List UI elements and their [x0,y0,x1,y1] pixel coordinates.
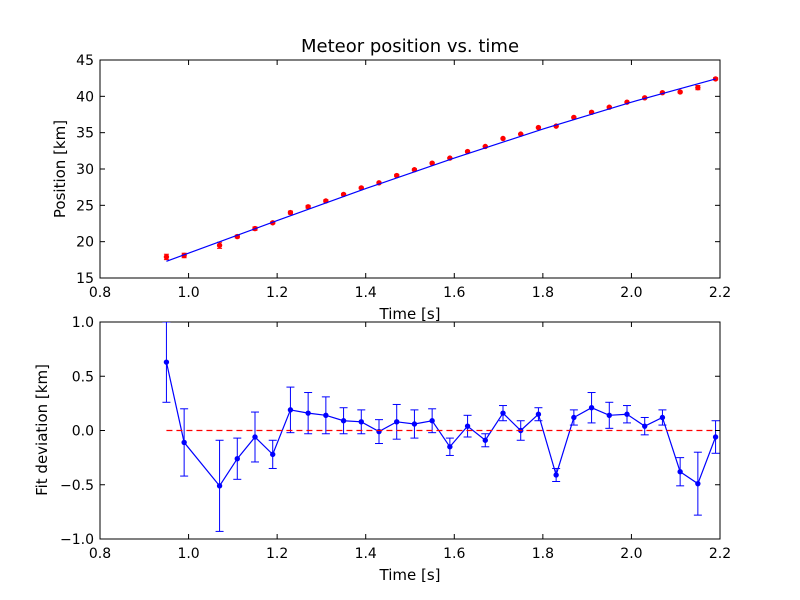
deviation-data-point [571,414,577,421]
deviation-y-tick-label: 1.0 [72,315,94,331]
position-x-tick-label: 1.0 [177,285,199,301]
deviation-data-point [234,456,240,462]
position-data-point [695,84,701,91]
deviation-data-point [464,423,471,429]
position-x-tick-label: 1.2 [266,285,288,301]
position-plot-area [163,76,719,262]
position-chart: Meteor position vs. time 0.8 1.0 1.2 1.4 1.6… [51,36,731,323]
deviation-data-point [429,418,435,424]
deviation-data-point [447,444,453,450]
deviation-data-point [181,439,187,446]
deviation-data-point [712,434,719,440]
deviation-x-tick-label: 1.2 [266,546,288,562]
position-x-tick-label: 1.8 [532,285,554,301]
deviation-data-point [606,412,612,419]
position-x-axis-label: Time [s] [379,305,441,323]
deviation-y-tick-label: 0.0 [72,424,94,440]
position-y-axis-label: Position [km] [51,120,69,218]
deviation-data-point [358,419,364,425]
deviation-y-tick-label: −0.5 [60,478,94,494]
deviation-x-tick-label: 1.8 [532,546,554,562]
deviation-y-tick-label: −1.0 [60,532,94,548]
deviation-y-tick-label: 0.5 [72,369,94,385]
position-plot-data [163,76,719,262]
deviation-data-point [500,410,506,416]
deviation-data-point [340,418,347,424]
deviation-x-tick-label: 1.6 [443,546,465,562]
position-y-tick-label: 45 [76,53,94,69]
deviation-data-point [642,423,648,429]
position-x-tick-label: 2.2 [709,285,731,301]
position-x-tick-label: 0.8 [89,285,111,301]
deviation-x-tick-label: 1.4 [355,546,377,562]
position-x-tick-label: 1.4 [355,285,377,301]
deviation-data-point [677,469,683,475]
deviation-data-point [394,419,400,425]
deviation-x-tick-label: 0.8 [89,546,111,562]
deviation-data-point [287,407,294,413]
position-y-tick-label: 40 [76,89,94,105]
deviation-y-axis-label: Fit deviation [km] [33,364,51,496]
deviation-data-point [624,411,630,417]
position-y-tick-label: 30 [76,162,94,178]
position-data-point [163,254,170,260]
position-y-tick-label: 15 [76,271,94,287]
position-axis-ticks: 0.8 1.0 1.2 1.4 1.6 1.8 2.0 2.2 15 20 25 30 35 40 45 [76,53,731,301]
deviation-data-point [535,411,542,417]
deviation-axis-ticks: 0.8 1.0 1.2 1.4 1.6 1.8 2.0 2.2 −1.0 −0.5 0.0 0.5 1.… [60,315,731,562]
position-data-point [216,242,223,249]
position-y-tick-label: 35 [76,126,94,142]
deviation-data-point [659,414,666,421]
position-data-point [535,124,542,131]
deviation-data-point [695,480,701,487]
deviation-data-point [588,405,595,411]
deviation-data-point [163,359,170,365]
position-chart-title: Meteor position vs. time [301,36,519,57]
deviation-plot-area [162,322,720,532]
deviation-x-tick-label: 1.0 [177,546,199,562]
deviation-x-tick-label: 2.0 [620,546,642,562]
deviation-plot-data [162,322,720,532]
position-data-point [677,89,683,95]
deviation-x-axis-label: Time [s] [379,566,441,584]
deviation-x-tick-label: 2.2 [709,546,731,562]
deviation-data-point [411,421,418,427]
position-x-tick-label: 1.6 [443,285,465,301]
deviation-data-point [323,412,329,419]
deviation-data-point [553,472,559,478]
position-data-point [287,209,294,216]
deviation-data-point [305,410,311,416]
position-y-tick-label: 20 [76,235,94,251]
position-x-tick-label: 2.0 [620,285,642,301]
deviation-data-point [270,451,276,458]
deviation-data-point [216,483,223,489]
deviation-chart: 0.8 1.0 1.2 1.4 1.6 1.8 2.0 2.2 −1.0 −0.5 0.0 0.5 1.… [33,315,731,584]
position-y-tick-label: 25 [76,198,94,214]
deviation-data-point [252,434,258,440]
deviation-data-point [482,437,488,443]
position-data-point [500,135,506,142]
fit-line [166,78,716,262]
